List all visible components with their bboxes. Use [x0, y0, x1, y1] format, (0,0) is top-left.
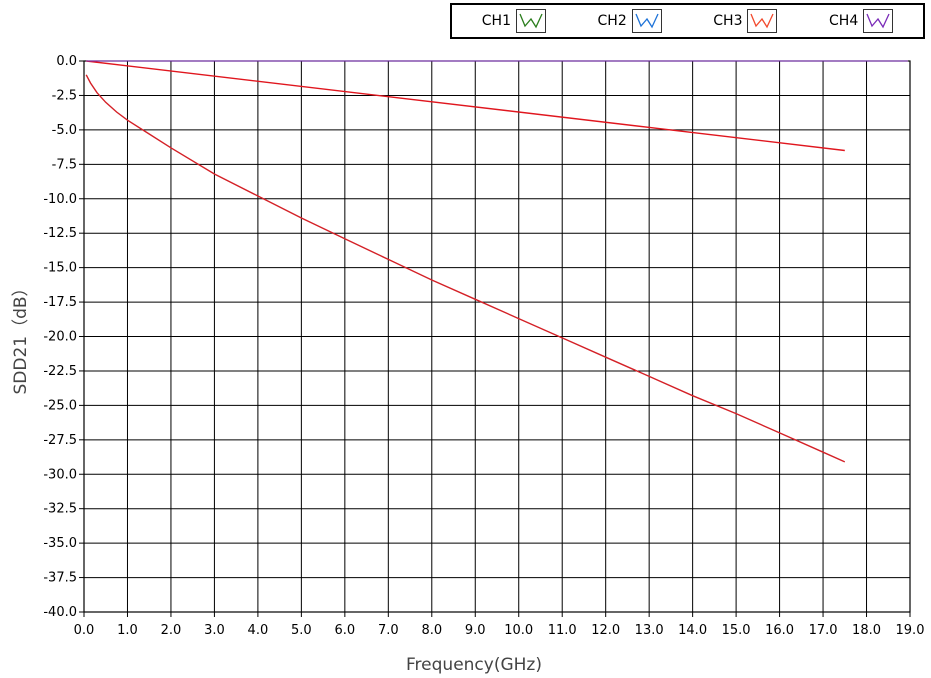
y-tick-label: 0.0 — [56, 54, 77, 69]
y-tick-label: -12.5 — [43, 226, 77, 241]
legend-label-ch3: CH3 — [713, 13, 743, 29]
legend-label-ch4: CH4 — [829, 13, 859, 29]
limit-lines — [85, 60, 846, 463]
legend-line-icon — [866, 13, 890, 29]
x-tick-label: 7.0 — [378, 623, 399, 638]
x-tick-label: 15.0 — [722, 623, 751, 638]
y-tick-label: -27.5 — [43, 433, 77, 448]
x-tick-label: 16.0 — [765, 623, 794, 638]
x-tick-label: 5.0 — [291, 623, 312, 638]
legend-line-icon — [750, 13, 775, 29]
x-tick-label: 1.0 — [117, 623, 138, 638]
x-tick-label: 17.0 — [809, 623, 838, 638]
x-axis-title: Frequency(GHz) — [406, 655, 542, 675]
x-tick-label: 9.0 — [465, 623, 486, 638]
y-tick-label: -30.0 — [43, 467, 77, 482]
y-tick-label: -35.0 — [43, 536, 77, 551]
x-tick-label: 6.0 — [334, 623, 355, 638]
x-tick-labels: 0.0 1.0 2.0 3.0 4.0 5.0 6.0 7.0 8.0 9.0 10.0 11.0 12… — [74, 623, 925, 638]
limit-line-1 — [86, 60, 845, 152]
x-tick-label: 2.0 — [161, 623, 182, 638]
y-tick-label: -32.5 — [43, 502, 77, 517]
y-axis-title: SDD21（dB） — [11, 279, 31, 394]
y-tick-label: -20.0 — [43, 330, 77, 345]
legend-label-ch1: CH1 — [481, 13, 511, 29]
y-tick-label: -2.5 — [52, 88, 77, 103]
x-tick-label: 3.0 — [204, 623, 225, 638]
y-tick-label: -22.5 — [43, 364, 77, 379]
x-tick-label: 12.0 — [591, 623, 620, 638]
x-tick-label: 10.0 — [504, 623, 533, 638]
x-tick-label: 11.0 — [548, 623, 577, 638]
y-tick-label: -37.5 — [43, 571, 77, 586]
y-tick-label: -15.0 — [43, 261, 77, 276]
x-tick-label: 8.0 — [421, 623, 442, 638]
legend-item-ch3: CH3 — [713, 9, 778, 33]
legend-line-icon — [519, 13, 543, 29]
y-tick-label: -25.0 — [43, 398, 77, 413]
y-tick-label: -5.0 — [52, 123, 77, 138]
y-tick-label: -17.5 — [43, 295, 77, 310]
legend-swatch-ch3 — [747, 9, 778, 33]
y-tick-labels: 0.0 -2.5 -5.0 -7.5 -10.0 -12.5 -15.0 -17.5 -20.0… — [43, 54, 77, 620]
legend-line-icon — [635, 13, 659, 29]
x-tick-label: 0.0 — [74, 623, 95, 638]
legend-swatch-ch4 — [863, 9, 894, 33]
y-tick-label: -40.0 — [43, 605, 77, 620]
legend-label-ch2: CH2 — [597, 13, 627, 29]
legend-swatch-ch2 — [631, 9, 662, 33]
legend-item-ch1: CH1 — [482, 9, 546, 33]
y-tick-label: -10.0 — [43, 192, 77, 207]
legend-item-ch2: CH2 — [598, 9, 662, 33]
y-tick-label: -7.5 — [52, 157, 77, 172]
x-tick-label: 18.0 — [852, 623, 881, 638]
x-tick-label: 19.0 — [896, 623, 925, 638]
x-tick-label: 4.0 — [248, 623, 269, 638]
x-tick-label: 13.0 — [635, 623, 664, 638]
limit-line-2 — [85, 74, 846, 463]
legend-swatch-ch1 — [515, 9, 546, 33]
grid-lines — [79, 60, 911, 617]
x-tick-label: 14.0 — [678, 623, 707, 638]
legend: CH1 CH2 CH3 CH4 — [450, 3, 925, 39]
legend-item-ch4: CH4 — [829, 9, 894, 33]
